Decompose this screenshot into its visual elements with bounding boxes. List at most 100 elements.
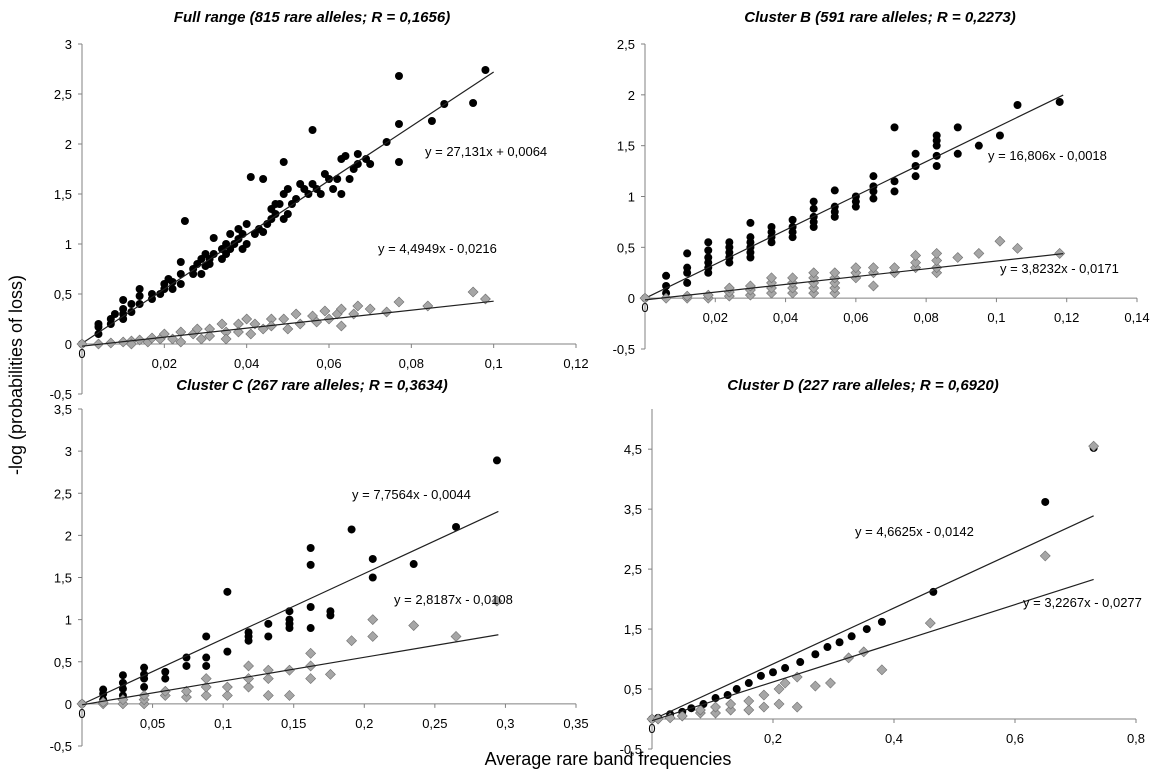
data-point-diamond [994,235,1006,247]
data-point-circle [974,141,983,150]
data-point-circle [809,197,818,206]
data-point-circle [135,285,144,293]
data-point-circle [326,607,335,616]
data-point-diamond [319,305,331,317]
plot-area: -0,5 0 0,5 1 1,5 2 2,5 3 3,5 0 0,05 0,1 0,15 0,2 0,25 0… [50,402,589,754]
data-point-diamond [910,257,922,269]
y-tick-label: 3,5 [624,502,642,517]
trendline [81,634,499,706]
data-point-diamond [195,333,207,345]
data-point-circle [353,150,362,158]
data-point-diamond [787,272,799,284]
data-point-circle [283,210,292,218]
data-point-circle [1013,101,1022,109]
data-point-diamond [924,617,936,629]
data-point-diamond [221,690,233,701]
panel-cluster-b: Cluster B (591 rare alleles; R = 0,2273)… [613,9,1150,357]
plot-area: -0,5 0 0,5 1 1,5 2 2,5 0 0,02 0,04 0,06 0,08 0,1 0,12… [613,37,1150,357]
x-tick-label: 0 [78,706,85,721]
data-point-circle [683,263,692,272]
x-tick-label: 0,12 [563,356,588,371]
data-point-circle [662,271,671,280]
y-tick-label: 3 [65,37,72,52]
data-point-circle [176,258,185,266]
data-point-diamond [725,704,737,716]
data-point-diamond [408,620,420,631]
data-point-diamond [791,701,803,713]
y-tick-label: 2,5 [54,87,72,102]
data-point-diamond [973,248,985,259]
data-point-circle [756,671,765,680]
data-point-circle [168,285,177,293]
data-point-diamond [221,681,233,693]
data-point-circle [275,200,284,208]
data-point-diamond [262,673,274,685]
x-tick-label: 0,06 [843,310,868,325]
data-point-circle [409,560,418,569]
data-point-diamond [381,306,393,318]
plot-area: -0,5 0 0,5 1 1,5 2 2,5 3 0 0,02 0,04 0,06 0,08 0,1 0,1… [50,37,589,402]
data-point-diamond [243,673,254,685]
data-point-circle [285,615,294,624]
data-point-diamond [200,690,212,701]
data-point-diamond [364,303,376,315]
x-tick-label: 0,1 [987,310,1005,325]
y-tick-label: 2,5 [54,486,72,501]
y-tick-label: 1 [628,190,635,205]
y-tick-label: 1,5 [617,139,635,154]
y-tick-label: -0,5 [613,342,635,357]
y-axis-label: -log (probabilities of loss) [6,275,26,475]
data-point-diamond [808,267,820,279]
data-point-diamond [809,680,821,692]
data-point-circle [161,674,170,683]
data-point-circle [308,126,317,134]
x-tick-label: 0,04 [773,310,798,325]
y-tick-label: 0,5 [624,682,642,697]
data-point-circle [704,246,713,255]
data-point-diamond [352,300,364,312]
data-point-circle [180,217,189,225]
data-point-circle [932,162,941,170]
y-tick-label: 2 [628,88,635,103]
data-point-circle [890,177,899,186]
data-point-diamond [910,250,922,261]
y-tick-label: 1 [65,237,72,252]
data-point-diamond [422,300,434,312]
data-point-circle [353,160,362,168]
data-point-circle [394,120,403,128]
data-point-circle [890,187,899,196]
panel-full-range: Full range (815 rare alleles; R = 0,1656… [50,9,589,402]
x-tick-label: 0,8 [1127,731,1145,746]
data-point-circle [932,131,941,140]
data-point-diamond [367,614,379,626]
data-point-diamond [868,262,879,274]
data-point-diamond [262,690,274,701]
data-point-circle [662,281,671,290]
data-point-circle [161,667,170,676]
data-point-circle [110,310,119,318]
panel-cluster-d: Cluster D (227 rare alleles; R = 0,6920)… [620,377,1145,757]
x-tick-label: 0 [78,346,85,361]
y-tick-label: -0,5 [50,739,72,754]
data-point-circle [746,218,755,227]
data-point-circle [492,456,501,465]
data-point-diamond [335,320,347,332]
data-point-diamond [284,690,295,701]
x-tick-label: 0,12 [1054,310,1079,325]
data-point-circle [209,234,218,242]
data-point-diamond [243,681,254,693]
data-point-circle [306,624,315,633]
data-point-circle [119,305,128,313]
data-point-diamond [829,267,841,279]
data-point-circle [368,554,377,563]
data-point-diamond [639,292,651,304]
data-point-diamond [725,698,737,710]
data-point-circle [306,544,315,553]
data-point-circle [769,668,777,677]
panel-title: Cluster B (591 rare alleles; R = 0,2273) [744,9,1015,26]
trendline-equation: y = 27,131x + 0,0064 [425,144,547,159]
data-point-diamond [931,255,943,266]
data-point-diamond [76,338,88,350]
data-point-circle [394,72,403,80]
